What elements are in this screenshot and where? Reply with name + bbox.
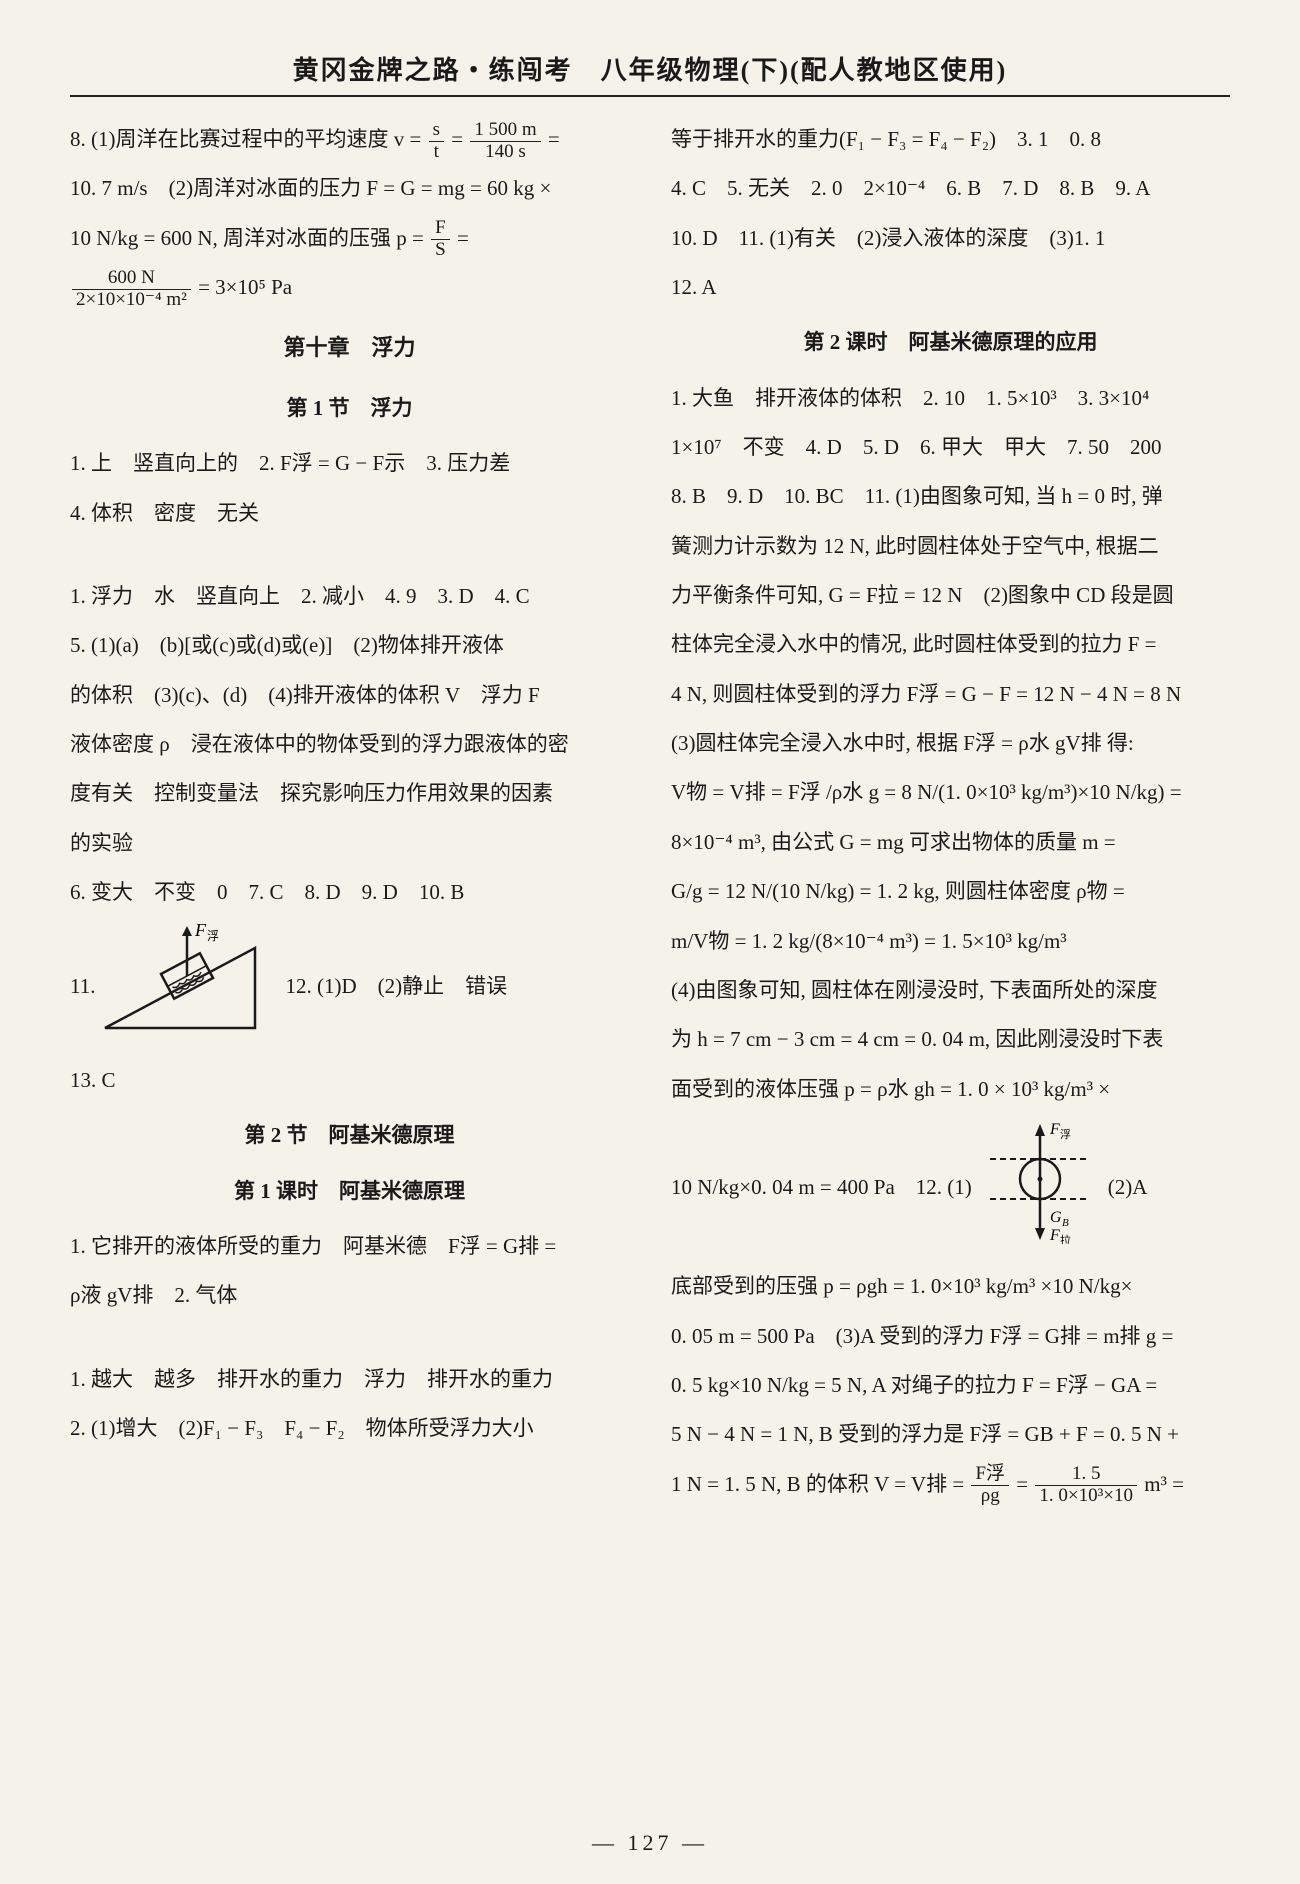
text-line: 1. 上 竖直向上的 2. F浮 = G − F示 3. 压力差	[70, 439, 629, 488]
svg-text:浮: 浮	[1060, 1128, 1071, 1141]
spacer	[70, 538, 629, 572]
text-line: 4. C 5. 无关 2. 0 2×10⁻⁴ 6. B 7. D 8. B 9.…	[671, 164, 1230, 213]
svg-text:F: F	[1049, 1121, 1060, 1138]
subsection-title: 第 1 课时 阿基米德原理	[70, 1167, 629, 1216]
force-diagram: F 浮 G B F 拉	[980, 1114, 1100, 1262]
text: =	[451, 127, 463, 151]
text-line: 10. D 11. (1)有关 (2)浸入液体的深度 (3)1. 1	[671, 214, 1230, 263]
text-line: 力平衡条件可知, G = F拉 = 12 N (2)图象中 CD 段是圆	[671, 571, 1230, 620]
force-label: F	[194, 920, 207, 940]
text: 10 N/kg = 600 N, 周洋对冰面的压强 p =	[70, 226, 424, 250]
left-column: 8. (1)周洋在比赛过程中的平均速度 v = s t = 1 500 m 14…	[70, 115, 635, 1805]
svg-text:B: B	[1062, 1217, 1069, 1229]
text-line: 1. 越大 越多 排开水的重力 浮力 排开水的重力	[70, 1355, 629, 1404]
text-line: 1. 浮力 水 竖直向上 2. 减小 4. 9 3. D 4. C	[70, 572, 629, 621]
svg-text:G: G	[1050, 1209, 1062, 1226]
text-line: 簧测力计示数为 12 N, 此时圆柱体处于空气中, 根据二	[671, 522, 1230, 571]
chapter-title: 第十章 浮力	[70, 322, 629, 374]
numerator: F浮	[971, 1464, 1009, 1486]
spacer	[70, 1321, 629, 1355]
svg-text:拉: 拉	[1060, 1233, 1071, 1244]
text-line: 600 N 2×10×10⁻⁴ m² = 3×10⁵ Pa	[70, 263, 629, 312]
text-line: V物 = V排 = F浮 /ρ水 g = 8 N/(1. 0×10³ kg/m³…	[671, 768, 1230, 817]
text-line: 4 N, 则圆柱体受到的浮力 F浮 = G − F = 12 N − 4 N =…	[671, 670, 1230, 719]
numerator: F	[431, 218, 450, 240]
text: 11.	[70, 962, 95, 1011]
denominator: S	[431, 240, 450, 261]
text-line: 10. 7 m/s (2)周洋对冰面的压力 F = G = mg = 60 kg…	[70, 164, 629, 213]
text-line: 13. C	[70, 1056, 629, 1105]
text-line: 5. (1)(a) (b)[或(c)或(d)或(e)] (2)物体排开液体	[70, 621, 629, 670]
text-line: 6. 变大 不变 0 7. C 8. D 9. D 10. B	[70, 868, 629, 917]
text-line: 8. (1)周洋在比赛过程中的平均速度 v = s t = 1 500 m 14…	[70, 115, 629, 164]
text-line: 1. 大鱼 排开液体的体积 2. 10 1. 5×10³ 3. 3×10⁴	[671, 374, 1230, 423]
text: 12. (1)D (2)静止 错误	[285, 962, 507, 1011]
fraction: 600 N 2×10×10⁻⁴ m²	[72, 268, 191, 311]
text: 1 N = 1. 5 N, B 的体积 V = V排 =	[671, 1472, 964, 1496]
text-line: 1. 它排开的液体所受的重力 阿基米德 F浮 = G排 =	[70, 1222, 629, 1271]
svg-text:F: F	[1049, 1227, 1060, 1244]
text-line: 4. 体积 密度 无关	[70, 489, 629, 538]
numerator: 1. 5	[1035, 1464, 1137, 1486]
fraction: F S	[431, 218, 450, 261]
text-line: 8×10⁻⁴ m³, 由公式 G = mg 可求出物体的质量 m =	[671, 818, 1230, 867]
text: m³ =	[1144, 1472, 1184, 1496]
fraction: F浮 ρg	[971, 1464, 1009, 1507]
text: =	[548, 127, 560, 151]
text: =	[1016, 1472, 1028, 1496]
text-line: 为 h = 7 cm − 3 cm = 4 cm = 0. 04 m, 因此刚浸…	[671, 1015, 1230, 1064]
section-title: 第 1 节 浮力	[70, 384, 629, 433]
denominator: 140 s	[470, 142, 540, 163]
denominator: 2×10×10⁻⁴ m²	[72, 290, 191, 311]
text-line: 度有关 控制变量法 探究影响压力作用效果的因素	[70, 769, 629, 818]
text: 8. (1)周洋在比赛过程中的平均速度 v =	[70, 127, 421, 151]
text: = 3×10⁵ Pa	[198, 275, 292, 299]
text-line: (4)由图象可知, 圆柱体在刚浸没时, 下表面所处的深度	[671, 966, 1230, 1015]
numerator: 600 N	[72, 268, 191, 290]
text-line: 1×10⁷ 不变 4. D 5. D 6. 甲大 甲大 7. 50 200	[671, 423, 1230, 472]
fraction: 1 500 m 140 s	[470, 120, 540, 163]
text-line: 液体密度 ρ 浸在液体中的物体受到的浮力跟液体的密	[70, 720, 629, 769]
text-line: 2. (1)增大 (2)F₁ − F₃ F₄ − F₂ 物体所受浮力大小	[70, 1404, 629, 1453]
two-column-layout: 8. (1)周洋在比赛过程中的平均速度 v = s t = 1 500 m 14…	[70, 115, 1230, 1805]
text: =	[457, 226, 469, 250]
text-line: 8. B 9. D 10. BC 11. (1)由图象可知, 当 h = 0 时…	[671, 472, 1230, 521]
fraction: 1. 5 1. 0×10³×10	[1035, 1464, 1137, 1507]
page: 黄冈金牌之路・练闯考 八年级物理(下)(配人教地区使用) 8. (1)周洋在比赛…	[0, 0, 1300, 1884]
right-column: 等于排开水的重力(F₁ − F₃ = F₄ − F₂) 3. 1 0. 8 4.…	[665, 115, 1230, 1805]
text-line: 等于排开水的重力(F₁ − F₃ = F₄ − F₂) 3. 1 0. 8	[671, 115, 1230, 164]
force-sub: 浮	[207, 929, 219, 943]
text-line: 的实验	[70, 819, 629, 868]
text-line: 面受到的液体压强 p = ρ水 gh = 1. 0 × 10³ kg/m³ ×	[671, 1065, 1230, 1114]
text-line: 0. 05 m = 500 Pa (3)A 受到的浮力 F浮 = G排 = m排…	[671, 1312, 1230, 1361]
numerator: s	[429, 120, 444, 142]
incline-diagram: F 浮	[95, 918, 265, 1056]
text-line: ρ液 gV排 2. 气体	[70, 1271, 629, 1320]
text-line: 1 N = 1. 5 N, B 的体积 V = V排 = F浮 ρg = 1. …	[671, 1460, 1230, 1509]
numerator: 1 500 m	[470, 120, 540, 142]
fraction: s t	[429, 120, 444, 163]
row-with-diagram: 11. F 浮	[70, 918, 629, 1056]
text-line: 10 N/kg = 600 N, 周洋对冰面的压强 p = F S =	[70, 214, 629, 263]
text-line: 底部受到的压强 p = ρgh = 1. 0×10³ kg/m³ ×10 N/k…	[671, 1262, 1230, 1311]
page-number: — 127 —	[0, 1830, 1300, 1856]
text-line: (3)圆柱体完全浸入水中时, 根据 F浮 = ρ水 gV排 得:	[671, 719, 1230, 768]
text: 10 N/kg×0. 04 m = 400 Pa 12. (1)	[671, 1163, 972, 1212]
text-line: G/g = 12 N/(10 N/kg) = 1. 2 kg, 则圆柱体密度 ρ…	[671, 867, 1230, 916]
text-line: 5 N − 4 N = 1 N, B 受到的浮力是 F浮 = GB + F = …	[671, 1410, 1230, 1459]
text-line: 柱体完全浸入水中的情况, 此时圆柱体受到的拉力 F =	[671, 620, 1230, 669]
text: (2)A	[1108, 1163, 1148, 1212]
text-line: m/V物 = 1. 2 kg/(8×10⁻⁴ m³) = 1. 5×10³ kg…	[671, 917, 1230, 966]
text-line: 的体积 (3)(c)、(d) (4)排开液体的体积 V 浮力 F	[70, 671, 629, 720]
page-header: 黄冈金牌之路・练闯考 八年级物理(下)(配人教地区使用)	[70, 50, 1230, 97]
denominator: 1. 0×10³×10	[1035, 1486, 1137, 1507]
denominator: t	[429, 142, 444, 163]
denominator: ρg	[971, 1486, 1009, 1507]
text-line: 12. A	[671, 263, 1230, 312]
row-with-diagram: 10 N/kg×0. 04 m = 400 Pa 12. (1) F 浮 G	[671, 1114, 1230, 1262]
section-title: 第 2 节 阿基米德原理	[70, 1111, 629, 1160]
text-line: 0. 5 kg×10 N/kg = 5 N, A 对绳子的拉力 F = F浮 −…	[671, 1361, 1230, 1410]
subsection-title: 第 2 课时 阿基米德原理的应用	[671, 318, 1230, 367]
